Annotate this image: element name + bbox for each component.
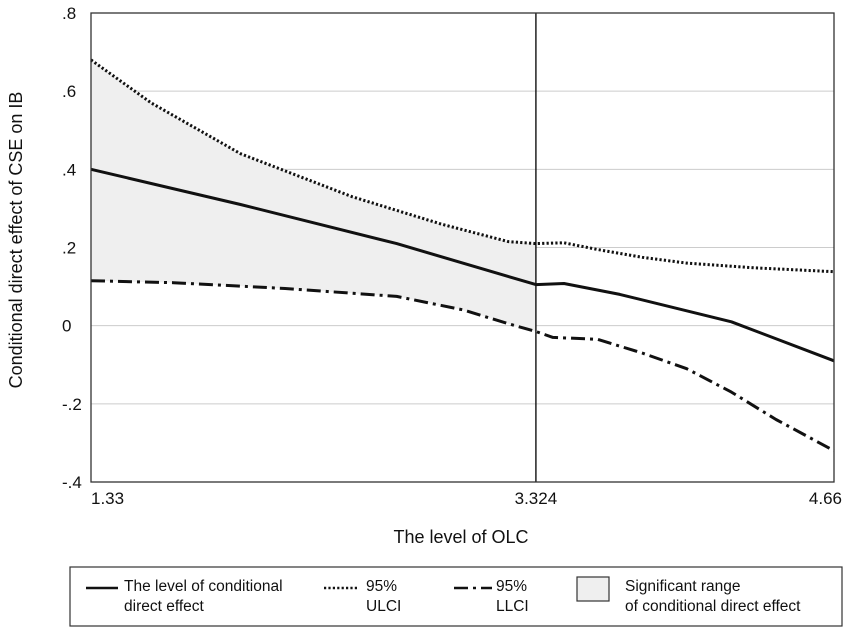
x-axis-label: The level of OLC [393, 527, 528, 547]
legend-shade-swatch [576, 576, 610, 602]
series-dotted-line [90, 58, 835, 274]
series-dashdot-line [90, 279, 835, 453]
legend-dotted-line1: 95% [366, 578, 397, 595]
series-lines [90, 58, 835, 453]
legend-solid-line2: direct effect [124, 598, 205, 615]
significant-range-shade [91, 59, 536, 332]
series-solid-line [90, 167, 835, 363]
legend-dotted-line2: ULCI [366, 598, 401, 615]
legend-dashdot-line1: 95% [496, 578, 527, 595]
y-tick-label: -.4 [62, 473, 82, 492]
x-axis-ticks: 1.33 3.324 4.66 [91, 489, 842, 508]
y-tick-label: .6 [62, 82, 76, 101]
legend-box [69, 566, 843, 627]
x-tick-label: 1.33 [91, 489, 124, 508]
legend-solid-line1: The level of conditional [124, 578, 283, 595]
y-axis-label: Conditional direct effect of CSE on IB [6, 92, 26, 389]
x-tick-label: 4.66 [809, 489, 842, 508]
legend-dashdot-line2: LLCI [496, 598, 529, 615]
plot-frame [90, 12, 835, 483]
legend-shade-line2: of conditional direct effect [625, 598, 801, 615]
y-tick-label: -.2 [62, 395, 82, 414]
y-tick-label: .2 [62, 239, 76, 258]
y-axis-ticks: .8 .6 .4 .2 0 -.2 -.4 [62, 4, 82, 492]
y-tick-label: .4 [62, 160, 76, 179]
legend-shade-line1: Significant range [625, 578, 740, 595]
y-tick-label: .8 [62, 4, 76, 23]
y-tick-label: 0 [62, 317, 71, 336]
legend: The level of conditional direct effect 9… [69, 566, 843, 627]
x-tick-label: 3.324 [515, 489, 558, 508]
